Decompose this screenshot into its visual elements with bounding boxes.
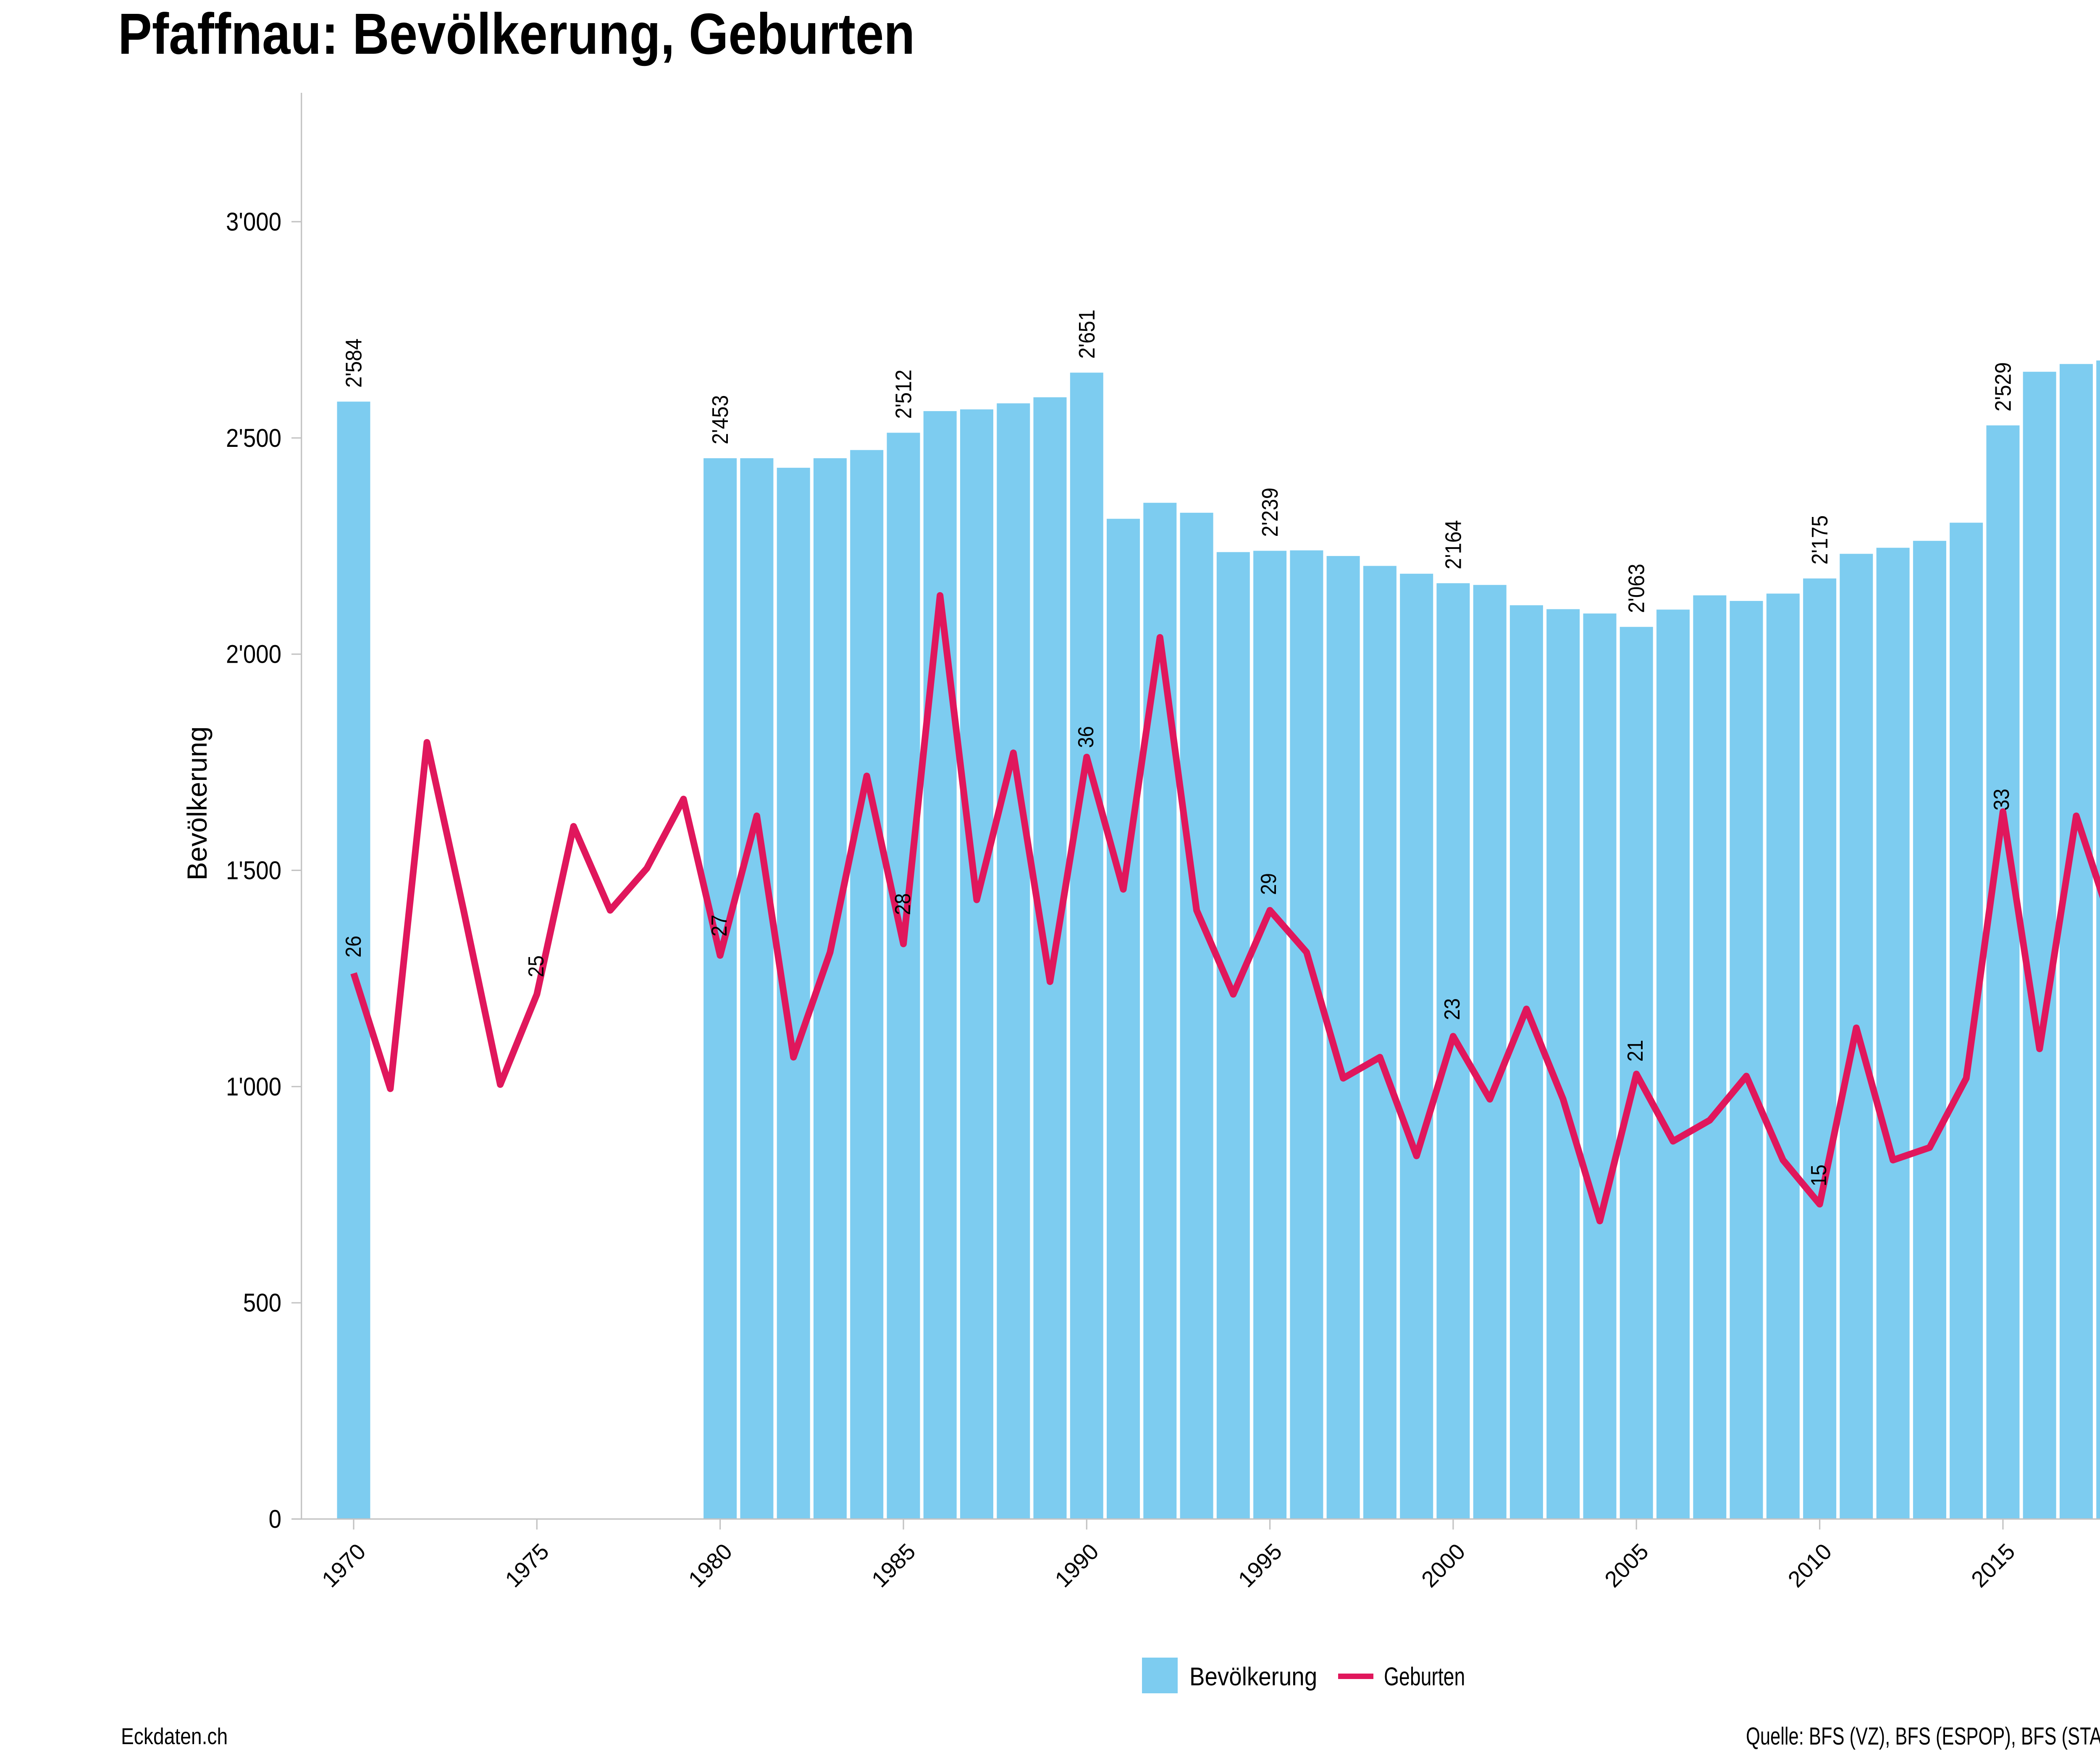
svg-text:28: 28 xyxy=(891,893,915,915)
svg-text:2'453: 2'453 xyxy=(707,395,733,444)
svg-text:2'063: 2'063 xyxy=(1623,564,1649,613)
svg-text:21: 21 xyxy=(1623,1040,1648,1062)
svg-text:1'500: 1'500 xyxy=(226,857,281,885)
svg-text:29: 29 xyxy=(1257,873,1281,895)
svg-text:Bevölkerung: Bevölkerung xyxy=(181,727,213,881)
svg-text:2'500: 2'500 xyxy=(226,424,281,452)
svg-text:Pfaffnau: Bevölkerung, Geburte: Pfaffnau: Bevölkerung, Geburten xyxy=(118,1,915,66)
svg-text:3'000: 3'000 xyxy=(226,208,281,236)
svg-text:500: 500 xyxy=(243,1289,281,1317)
svg-text:2'529: 2'529 xyxy=(1990,362,2016,412)
svg-text:27: 27 xyxy=(707,915,732,937)
svg-text:Geburten: Geburten xyxy=(1384,1663,1465,1691)
svg-text:25: 25 xyxy=(524,955,549,977)
svg-text:2'000: 2'000 xyxy=(226,640,281,669)
svg-text:2'584: 2'584 xyxy=(341,338,366,388)
svg-text:Bevölkerung: Bevölkerung xyxy=(1189,1663,1317,1691)
svg-text:Eckdaten.ch: Eckdaten.ch xyxy=(121,1723,228,1749)
svg-text:26: 26 xyxy=(341,936,366,958)
svg-text:2'175: 2'175 xyxy=(1807,515,1832,564)
svg-text:15: 15 xyxy=(1807,1165,1831,1186)
svg-text:36: 36 xyxy=(1074,726,1098,748)
svg-text:1'000: 1'000 xyxy=(226,1073,281,1101)
svg-text:0: 0 xyxy=(269,1505,281,1533)
svg-text:Quelle: BFS (VZ), BFS (ESPOP),: Quelle: BFS (VZ), BFS (ESPOP), BFS (STAT… xyxy=(1746,1723,2100,1750)
svg-text:23: 23 xyxy=(1440,998,1465,1020)
svg-text:2'239: 2'239 xyxy=(1257,488,1283,537)
svg-text:2'164: 2'164 xyxy=(1440,520,1466,569)
svg-text:33: 33 xyxy=(1990,789,2014,811)
svg-text:2'651: 2'651 xyxy=(1074,310,1099,359)
svg-text:2'512: 2'512 xyxy=(890,370,916,419)
